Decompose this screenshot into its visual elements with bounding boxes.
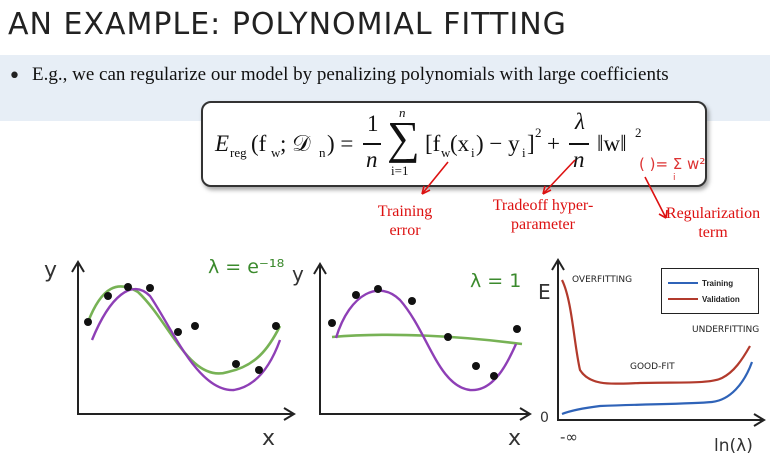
formula-norm: ‖w‖ — [597, 131, 627, 156]
plot2-lambda-label: λ = 1 — [470, 270, 522, 292]
formula-annotation-sub: i — [673, 173, 676, 183]
formula-frac-bar — [363, 143, 381, 145]
bullet-marker: • — [8, 64, 21, 89]
plot2-y-label: y — [292, 262, 304, 286]
plot1-purple-curve — [90, 287, 282, 392]
plot2-purple-curve — [334, 289, 518, 392]
legend-training-swatch — [668, 282, 698, 284]
formula-lambda-den: n — [573, 147, 585, 172]
formula-sigma: ∑ — [387, 112, 420, 163]
label-tradeoff: Tradeoff hyper-parameter — [492, 197, 594, 233]
plot2-points — [328, 285, 521, 380]
formula-term-close: ] — [527, 131, 535, 156]
legend-validation: Validation — [668, 293, 740, 305]
plot1-x-label: x — [262, 426, 276, 451]
plot3-x-label: ln(λ) — [714, 436, 753, 456]
formula-lhs-w: w — [271, 145, 281, 160]
bullet-text: E.g., we can regularize our model by pen… — [32, 64, 669, 85]
plot1-points — [84, 283, 280, 374]
formula-plus: + — [547, 131, 560, 156]
formula-lambda-bar — [569, 143, 589, 145]
formula-lambda: λ — [575, 109, 585, 134]
plot3-zero-label: 0 — [540, 410, 549, 426]
plot3-y-label: E — [538, 280, 551, 304]
formula-annotation: ( )= Σ w² — [639, 155, 706, 173]
plot2-x-label: x — [508, 426, 522, 451]
formula-lhs-E: E — [215, 131, 230, 156]
plot1-y-label: y — [44, 258, 58, 283]
formula-sum-top: n — [399, 105, 406, 120]
plot3-x-start: -∞ — [560, 428, 578, 446]
formula-term-w: w — [441, 145, 451, 160]
formula-term-i: i — [471, 145, 475, 160]
formula-term-rest: (x — [450, 131, 470, 156]
formula-eq: ) = — [327, 131, 354, 156]
formula-sq: 2 — [535, 125, 542, 140]
formula-frac-den: n — [366, 147, 378, 172]
slide-title: AN EXAMPLE: POLYNOMIAL FITTING — [8, 7, 567, 42]
plot1-green-curve — [86, 285, 282, 375]
formula-sum-bottom: i=1 — [391, 163, 409, 178]
formula-lhs-n: n — [319, 145, 326, 160]
legend-training: Training — [668, 277, 733, 289]
formula-norm-sq: 2 — [635, 125, 642, 140]
formula-box: E reg (f w ; 𝒟 n ) = 1 n n ∑ i=1 [f w (x… — [201, 101, 707, 187]
formula-lhs-rest: ; 𝒟 — [280, 131, 311, 156]
plot3-goodfit: GOOD-FIT — [630, 362, 675, 372]
formula-term-i2: i — [522, 145, 526, 160]
plot1 — [71, 260, 296, 421]
plot3-legend: Training Validation — [661, 268, 759, 314]
formula-term: [f — [425, 131, 441, 156]
formula-term-rest2: ) − y — [476, 131, 520, 156]
label-training-error: Training error — [377, 203, 433, 239]
legend-validation-swatch — [668, 298, 698, 300]
plot3-underfitting: UNDERFITTING — [692, 325, 760, 335]
formula-lhs-sub: reg — [230, 145, 247, 160]
plot2-green-curve — [331, 333, 523, 346]
label-regularization: Regularization term — [665, 205, 761, 241]
plot1-lambda-label: λ = e⁻¹⁸ — [208, 256, 285, 278]
plot3-overfitting: OVERFITTING — [572, 275, 633, 285]
formula-frac-num: 1 — [367, 111, 379, 136]
formula-lhs-args: (f — [251, 131, 267, 156]
plot1-axes — [77, 264, 292, 415]
